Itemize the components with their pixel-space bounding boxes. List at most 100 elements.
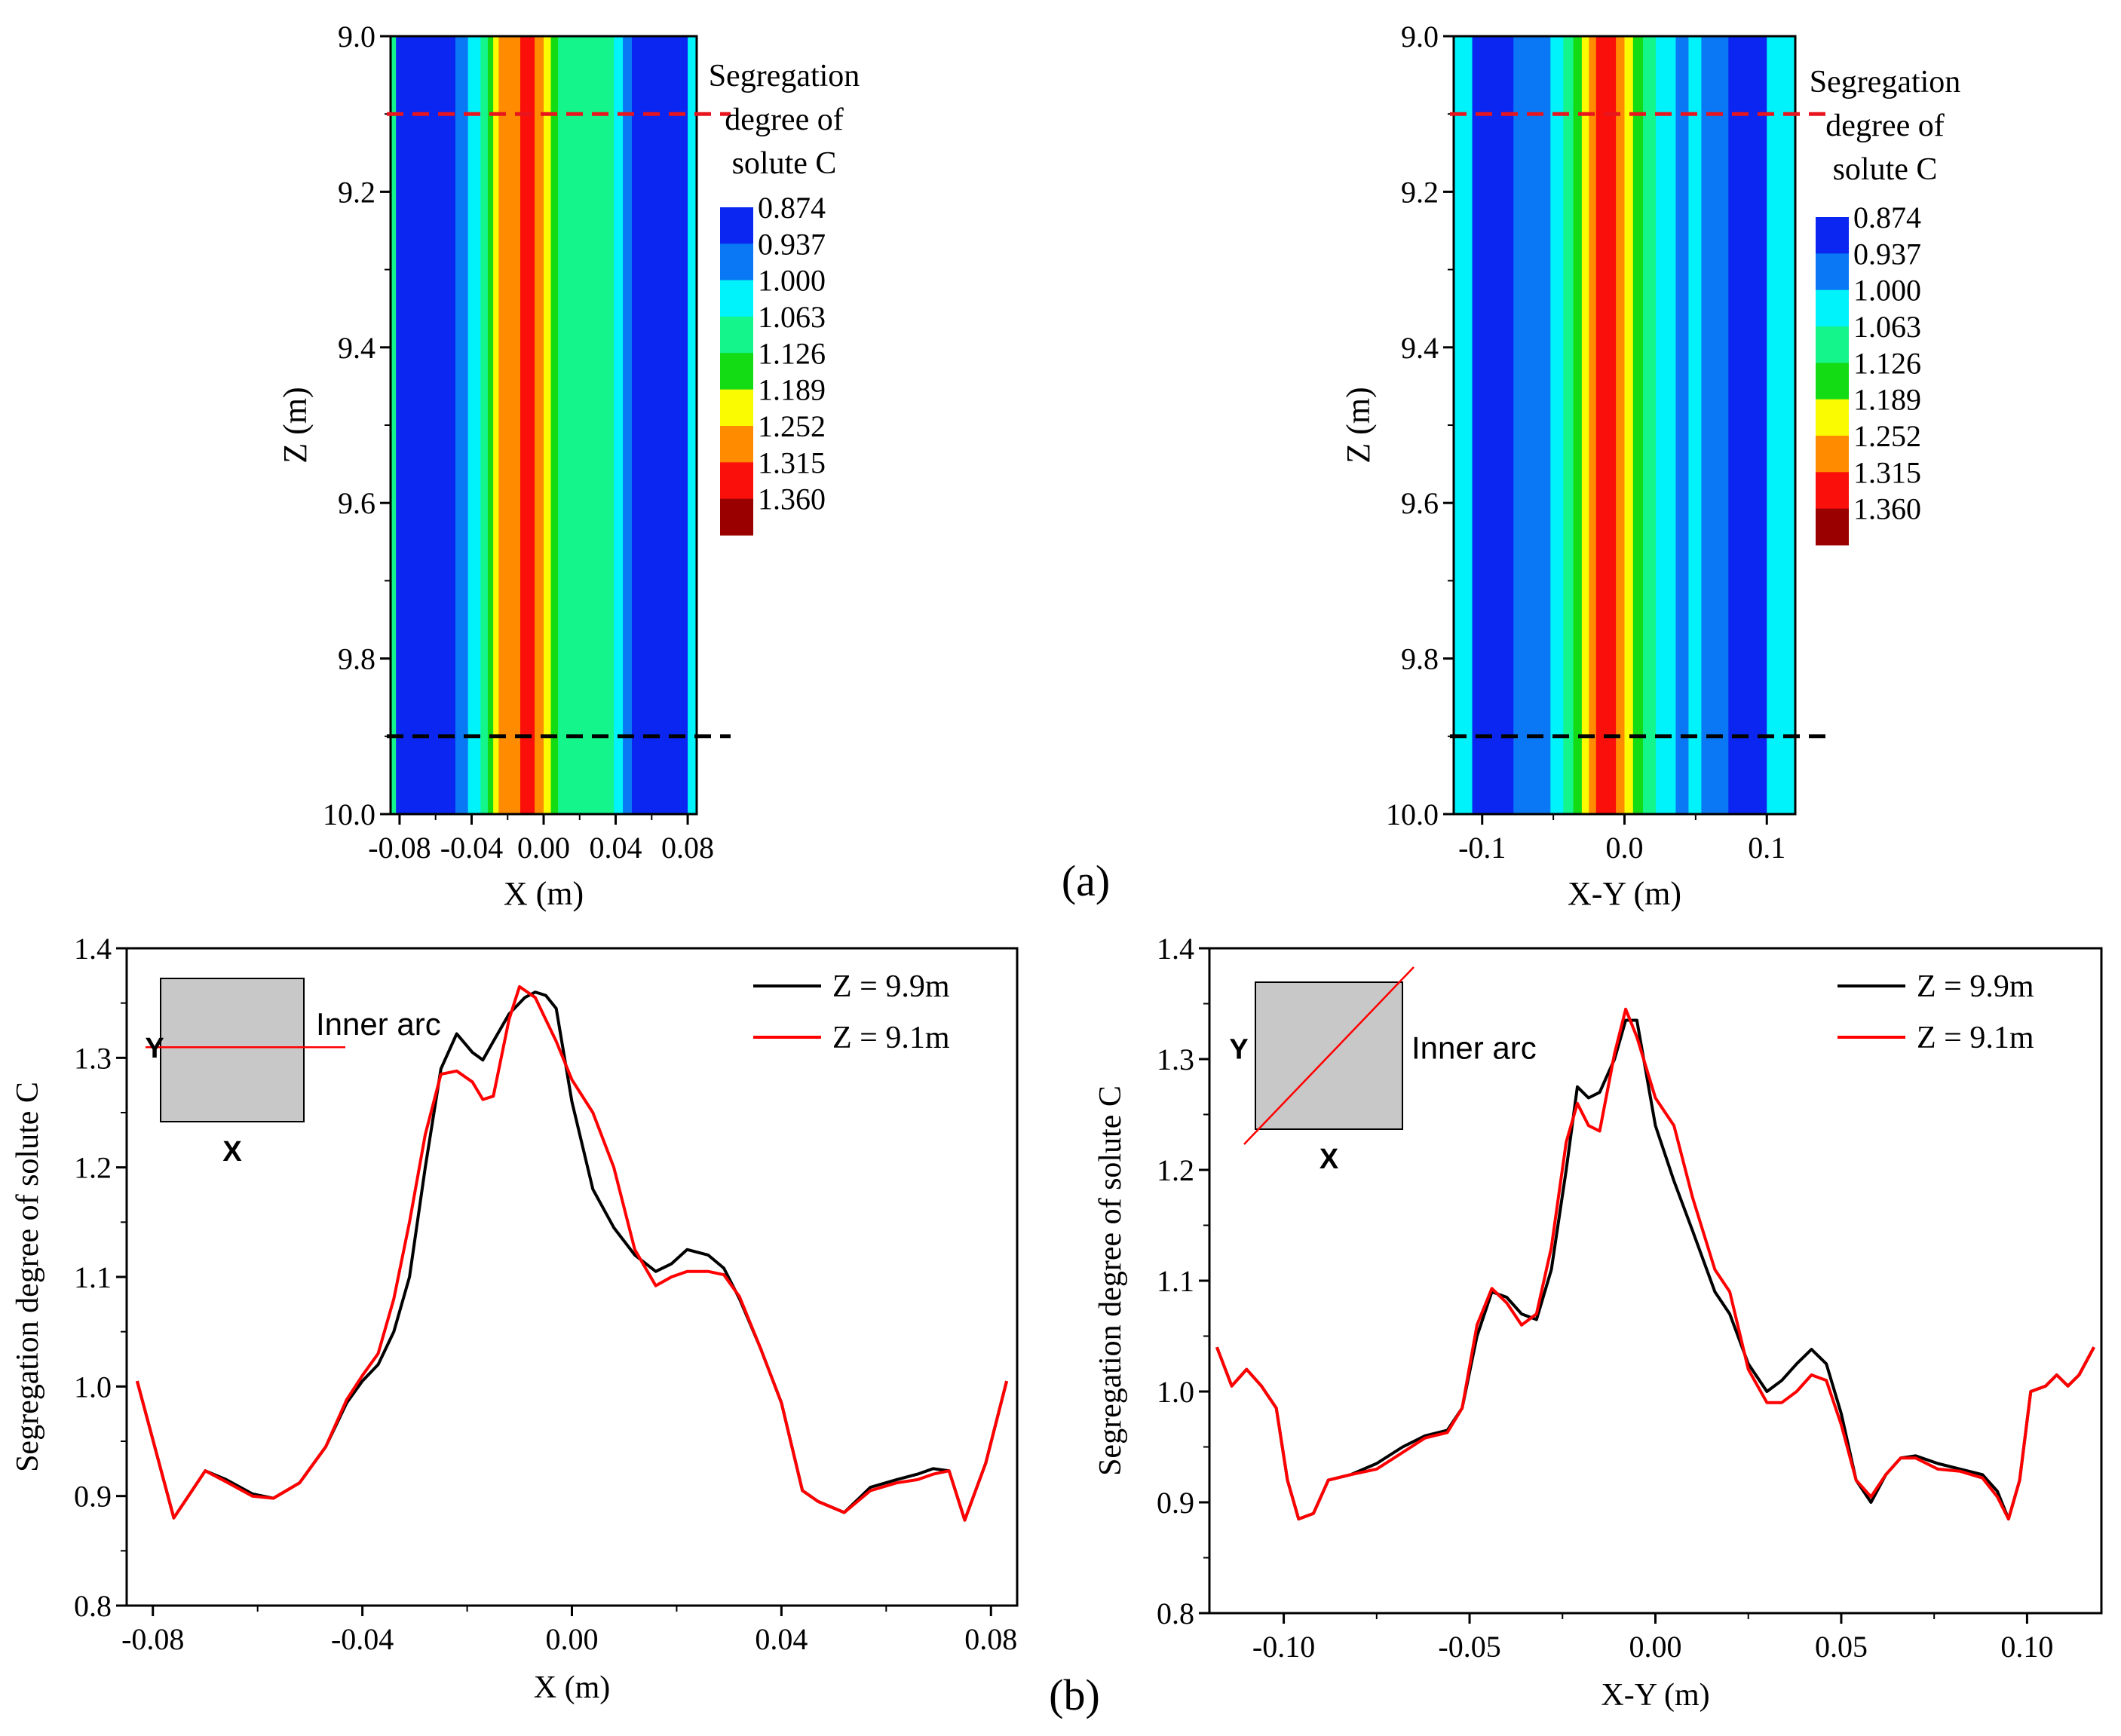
inset-y-label: Y [145,1033,164,1064]
y-tick-label-9: 9.0 [1401,20,1439,54]
contour-band-2 [455,36,469,814]
x-tick-label-0: 0.00 [517,831,570,865]
colorbar-swatch-6 [1816,436,1849,473]
contour-band-10 [544,36,552,814]
x-tick-label-0_04: 0.04 [590,831,642,865]
colorbar-label-4: 1.126 [758,336,826,370]
figure-label-b: (b) [1049,1670,1100,1719]
colorbar-swatch-3 [720,317,753,354]
colorbar-label-2: 1.000 [758,264,826,298]
colorbar-label-0: 0.874 [1853,201,1921,234]
figure-label-a: (a) [1062,856,1110,905]
colorbar-label-5: 1.189 [758,373,826,407]
y-tick-label-1_3: 1.3 [74,1041,112,1075]
contour-band-10 [1624,36,1634,814]
contour-band-15 [632,36,688,814]
y-tick-label-10: 10.0 [323,798,375,831]
y-tick-label-9_4: 9.4 [1401,331,1439,365]
x-tick-label-m0_08: -0.08 [121,1622,184,1656]
contour-band-12 [558,36,615,814]
y-tick-label-9_2: 9.2 [1401,175,1439,209]
y-tick-label-9_8: 9.8 [1401,642,1439,676]
colorbar-title-line-2: solute C [732,146,837,181]
contour-band-6 [493,36,499,814]
contour-band-5 [487,36,494,814]
x-tick-label-m0_08: -0.08 [368,831,431,865]
y-tick-label-1: 1.0 [74,1370,112,1404]
inset-x-label: X [222,1136,242,1168]
contour-band-3 [1550,36,1564,814]
inset-y-label: Y [1229,1033,1248,1065]
y-tick-label-1_4: 1.4 [1157,932,1194,966]
colorbar-label-3: 1.063 [1853,310,1921,344]
y-tick-label-0_8: 0.8 [1157,1597,1194,1630]
y-tick-label-10: 10.0 [1386,798,1439,831]
colorbar-label-0: 0.874 [758,191,826,225]
colorbar-title-line-0: Segregation [1810,65,1961,100]
colorbar-label-1: 0.937 [758,227,826,261]
contour-band-16 [1701,36,1729,814]
y-tick-label-9_2: 9.2 [338,175,375,209]
y-tick-label-1_2: 1.2 [1157,1153,1194,1187]
x-tick-label-m0_04: -0.04 [331,1622,394,1656]
y-tick-label-9_4: 9.4 [338,331,375,365]
contour-band-1 [1472,36,1514,814]
colorbar-swatch-2 [1816,289,1849,327]
y-tick-label-1: 1.0 [1157,1375,1194,1409]
y-tick-label-1_1: 1.1 [1157,1264,1194,1298]
contour-band-15 [1688,36,1702,814]
x-axis-label: X-Y (m) [1601,1678,1709,1713]
y-tick-label-1_4: 1.4 [74,932,112,966]
colorbar-label-5: 1.189 [1853,383,1921,417]
legend-label-1: Z = 9.1m [1917,1021,2034,1055]
colorbar-title-line-0: Segregation [709,59,860,93]
contour-band-0 [1454,36,1473,814]
contour-band-13 [1656,36,1676,814]
colorbar-label-8: 1.360 [1853,492,1921,526]
inset-cross-section [160,978,305,1122]
y-tick-label-1_1: 1.1 [74,1260,112,1294]
y-axis-label: Segregation degree of solute C [11,1082,45,1472]
inset-section-line [1243,966,1415,1145]
contour-band-13 [614,36,624,814]
contour-band-1 [396,36,456,814]
colorbar-swatch-5 [720,389,753,427]
colorbar-swatch-8 [720,498,753,536]
colorbar-label-8: 1.360 [758,482,826,516]
inset-annotation: Inner arc [1411,1030,1537,1065]
contour-band-11 [550,36,559,814]
y-axis-label: Z (m) [1340,387,1377,463]
colorbar-label-2: 1.000 [1853,274,1921,308]
legend-label-0: Z = 9.9m [1917,969,2034,1004]
contour-band-14 [623,36,633,814]
x-axis-label: X-Y (m) [1568,875,1681,912]
colorbar-swatch-1 [720,243,753,281]
x-tick-label-0: 0.00 [546,1622,599,1656]
colorbar-swatch-0 [720,207,753,244]
x-tick-label-0_08: 0.08 [964,1622,1017,1656]
x-axis-label: X (m) [534,1670,610,1705]
contour-band-2 [1513,36,1551,814]
contour-band-16 [688,36,697,814]
colorbar-title-line-1: degree of [725,103,843,137]
y-tick-label-1_2: 1.2 [74,1151,112,1185]
y-tick-label-0_9: 0.9 [1157,1486,1194,1520]
colorbar-title-line-1: degree of [1825,109,1944,143]
y-tick-label-1_3: 1.3 [1157,1043,1194,1076]
colorbar-label-6: 1.252 [1853,419,1921,453]
contour-band-18 [1767,36,1796,814]
panel-b-right: -0.10 -0.05 0.00 0.05 0.10 0.8 0.9 1.0 1.1 1.2 1.3… [1093,932,2103,1713]
colorbar-swatch-8 [1816,508,1849,546]
legend-label-0: Z = 9.9m [832,969,950,1004]
colorbar-label-4: 1.126 [1853,346,1921,380]
x-tick-label-0_05: 0.05 [1815,1630,1868,1664]
y-tick-label-9_6: 9.6 [338,486,375,520]
colorbar-swatch-4 [1816,363,1849,400]
x-tick-label-m0_1: -0.1 [1458,831,1506,865]
y-tick-label-9_8: 9.8 [338,642,375,676]
colorbar-label-6: 1.252 [758,409,826,443]
colorbar-label-3: 1.063 [758,300,826,334]
colorbar-swatch-0 [1816,217,1849,254]
x-axis-label: X (m) [504,875,584,912]
